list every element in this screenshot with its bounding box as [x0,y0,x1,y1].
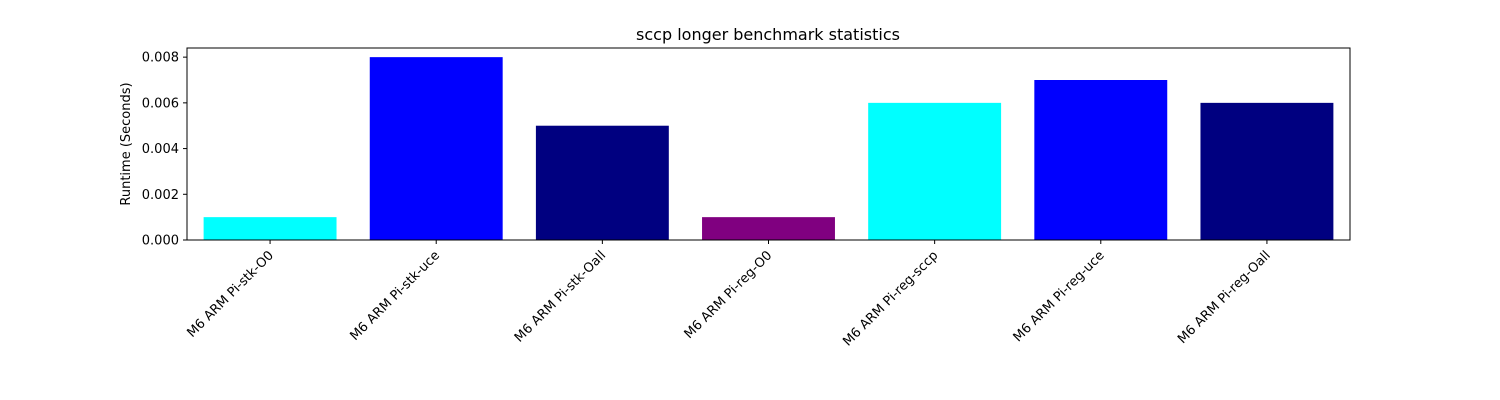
bars-group [203,57,1334,241]
x-tick-label: M6 ARM Pi-reg-sccp [840,248,941,349]
bar [535,125,669,240]
y-tick-label: 0.004 [142,142,179,157]
x-tick-label: M6 ARM Pi-reg-Oall [1175,248,1274,347]
chart-title: sccp longer benchmark statistics [636,25,900,44]
y-axis: 0.000 0.002 0.004 0.006 0.008 [142,51,187,249]
y-tick-label: 0.002 [142,188,179,203]
bar [702,217,835,240]
plot-frame [186,47,1351,241]
bar [203,217,337,240]
bar [868,102,1002,240]
x-axis: M6 ARM Pi-stk-O0 M6 ARM Pi-stk-uce M6 ARM … [184,240,1274,349]
bar [369,57,503,241]
x-tick-label: M6 ARM Pi-stk-Oall [512,248,609,345]
y-tick-label: 0.008 [142,51,179,66]
x-tick-label: M6 ARM Pi-reg-O0 [682,248,776,342]
x-tick-label: M6 ARM Pi-reg-uce [1011,248,1108,345]
y-tick-label: 0.006 [142,96,179,111]
bar [1034,80,1168,240]
bar [1200,102,1334,240]
x-tick-label: M6 ARM Pi-stk-O0 [184,248,276,340]
y-tick-label: 0.000 [142,234,179,249]
x-tick-label: M6 ARM Pi-stk-uce [347,248,443,344]
y-axis-label: Runtime (Seconds) [119,82,134,205]
